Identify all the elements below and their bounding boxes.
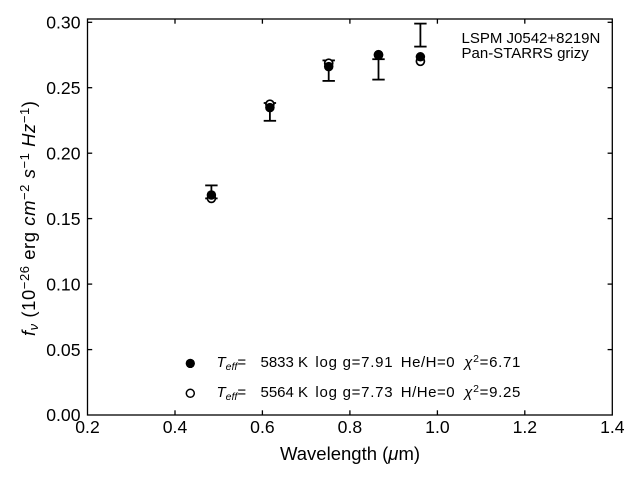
- svg-text:log g=7.73: log g=7.73: [315, 384, 393, 401]
- svg-text:fν (10−26 erg cm−2 s−1 Hz−1): fν (10−26 erg cm−2 s−1 Hz−1): [17, 101, 41, 337]
- svg-text:0.15: 0.15: [46, 209, 80, 229]
- svg-text:0.6: 0.6: [250, 417, 275, 437]
- svg-text:0.05: 0.05: [46, 340, 80, 360]
- svg-text:5833 K: 5833 K: [261, 354, 309, 371]
- svg-text:0.30: 0.30: [46, 13, 80, 33]
- svg-text:0.00: 0.00: [46, 405, 80, 425]
- svg-text:He/H=0: He/H=0: [401, 354, 455, 371]
- svg-text:Teff=: Teff=: [217, 354, 247, 373]
- svg-text:χ2=9.25: χ2=9.25: [462, 383, 521, 401]
- svg-text:log g=7.91: log g=7.91: [315, 354, 393, 371]
- svg-text:1.4: 1.4: [600, 417, 625, 437]
- svg-text:Pan-STARRS grizy: Pan-STARRS grizy: [462, 45, 590, 62]
- svg-text:1.2: 1.2: [513, 417, 537, 437]
- svg-text:Teff=: Teff=: [217, 384, 247, 403]
- svg-text:Wavelength (μm): Wavelength (μm): [280, 443, 420, 464]
- svg-text:H/He=0: H/He=0: [401, 384, 455, 401]
- svg-text:0.20: 0.20: [46, 143, 80, 163]
- svg-text:0.8: 0.8: [338, 417, 363, 437]
- svg-text:0.10: 0.10: [46, 274, 80, 294]
- svg-text:1.0: 1.0: [425, 417, 450, 437]
- svg-text:0.2: 0.2: [75, 417, 99, 437]
- svg-text:0.25: 0.25: [46, 78, 80, 98]
- svg-text:χ2=6.71: χ2=6.71: [462, 353, 521, 371]
- svg-text:0.4: 0.4: [163, 417, 188, 437]
- svg-text:5564 K: 5564 K: [261, 384, 309, 401]
- svg-text:LSPM J0542+8219N: LSPM J0542+8219N: [462, 30, 601, 47]
